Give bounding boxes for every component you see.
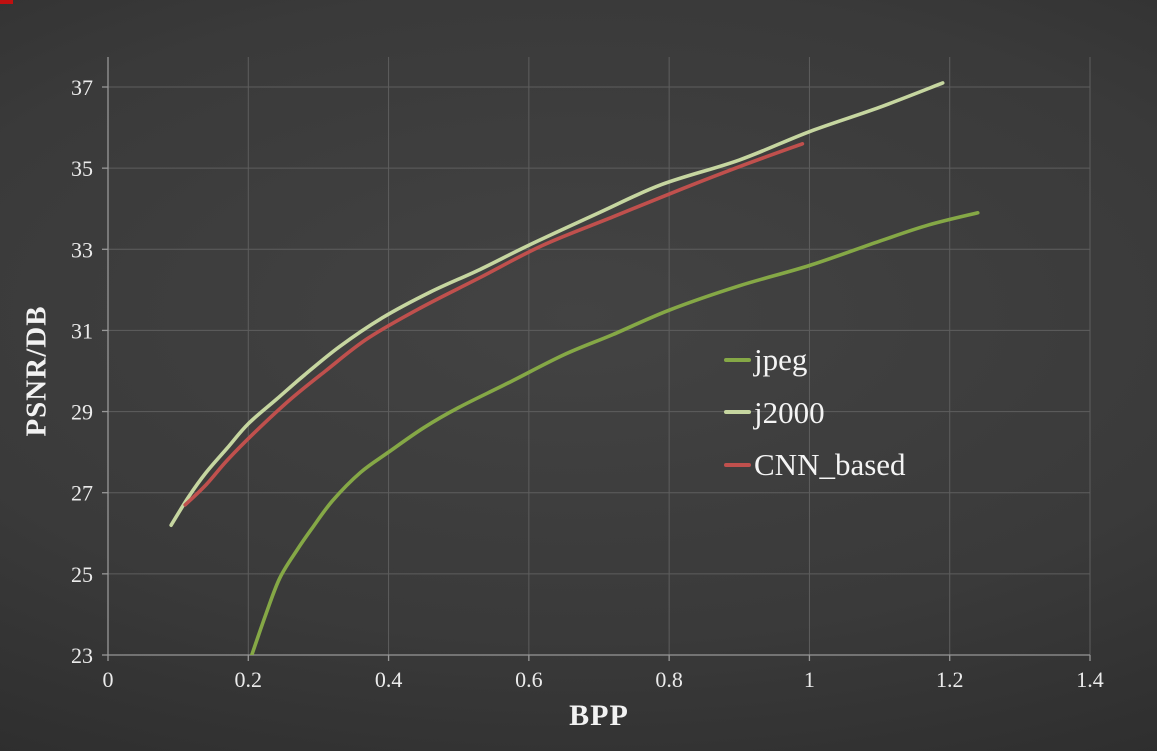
legend: jpeg j2000 CNN_based [724,342,906,483]
series-line-jpeg [249,210,980,655]
y-tick-label: 27 [71,481,93,506]
y-tick-label: 31 [71,318,93,343]
corner-artifact [0,0,13,4]
series-line-CNN_based [183,142,805,507]
y-tick-label: 29 [71,400,93,425]
x-tick-label: 0.2 [235,667,263,692]
x-tick-label: 0.4 [375,667,403,692]
legend-label-j2000: j2000 [754,394,825,430]
legend-swatch-jpeg [724,357,751,362]
x-tick-label: 0.8 [655,667,683,692]
legend-label-jpeg: jpeg [754,342,808,377]
legend-label-cnn-based: CNN_based [754,447,906,483]
x-tick-label: 0 [103,667,114,692]
legend-item-jpeg: jpeg [724,342,906,378]
y-tick-label: 25 [71,562,93,587]
legend-swatch-cnn-based [724,463,751,468]
y-tick-label: 37 [71,75,93,100]
x-axis-title: BPP [569,699,629,732]
y-tick-label: 35 [71,156,93,181]
x-tick-label: 1.4 [1076,667,1104,692]
legend-item-cnn-based: CNN_based [724,447,906,483]
x-tick-label: 0.6 [515,667,543,692]
y-axis-title: PSNR/DB [20,305,53,437]
x-tick-label: 1.2 [936,667,964,692]
y-tick-label: 23 [71,643,93,668]
legend-item-j2000: j2000 [724,395,906,431]
x-tick-label: 1 [804,667,815,692]
legend-swatch-j2000 [724,410,751,415]
y-tick-label: 33 [71,237,93,262]
series-line-j2000 [169,81,945,527]
